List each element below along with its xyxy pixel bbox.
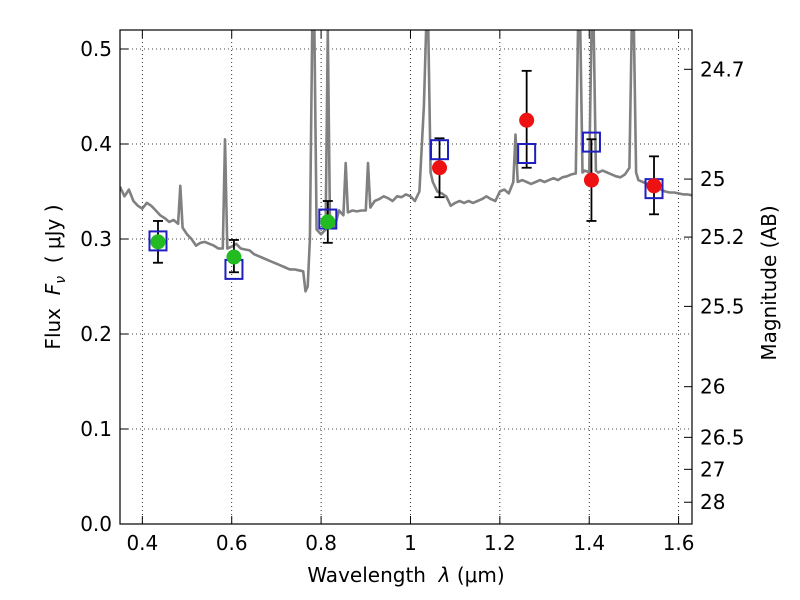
model-spectrum-layer xyxy=(120,30,692,293)
magnitude-tick-label: 25.5 xyxy=(700,294,745,318)
observed-data-point xyxy=(150,234,166,250)
model-synthetic-point xyxy=(148,230,168,252)
model-synthetic-point xyxy=(581,131,601,153)
y-tick-label: 0.2 xyxy=(80,322,112,346)
x-axis-label: Wavelength λ (μm) xyxy=(307,563,504,587)
x-tick-label: 0.4 xyxy=(126,531,158,555)
magnitude-tick-label: 28 xyxy=(700,490,725,514)
x-tick-label: 1.2 xyxy=(484,531,516,555)
x-tick-label: 1.4 xyxy=(573,531,605,555)
grid-lines xyxy=(120,30,692,525)
observed-data-point xyxy=(320,214,336,230)
y-tick-label: 0.5 xyxy=(80,37,112,61)
ticks-layer: 0.4 0.6 0.8 1 1.2 1.4 1.6 0.0 0.1 0.2 0.3 0.4 0.5 24.… xyxy=(80,30,745,555)
plot-frame xyxy=(119,29,693,525)
magnitude-tick-label: 27 xyxy=(700,457,725,481)
x-tick-label: 1.6 xyxy=(663,531,695,555)
observed-data-point xyxy=(646,178,662,194)
magnitude-tick-label: 25 xyxy=(700,167,725,191)
y-tick-label: 0.0 xyxy=(80,512,112,536)
x-axis-label-symbol: λ xyxy=(438,563,451,587)
x-tick-label: 0.8 xyxy=(305,531,337,555)
x-axis-label-suffix: (μm) xyxy=(451,563,505,587)
magnitude-axis-label: Magnitude (AB) xyxy=(757,205,781,360)
x-tick-label: 0.6 xyxy=(216,531,248,555)
model-spectrum-line xyxy=(120,30,692,293)
observed-data-point xyxy=(432,160,448,176)
model-synthetic-point xyxy=(430,139,450,161)
magnitude-tick-label: 26.5 xyxy=(700,425,745,449)
y-axis-label-symbol: F xyxy=(41,283,65,295)
magnitude-tick-label: 25.2 xyxy=(700,225,745,249)
x-tick-label: 1 xyxy=(404,531,417,555)
y-axis-label-prefix: Flux xyxy=(41,295,65,349)
y-tick-label: 0.4 xyxy=(80,132,112,156)
markers-layer xyxy=(148,112,664,280)
model-synthetic-point xyxy=(517,143,537,164)
y-axis-label-suffix: ( μJy ) xyxy=(41,204,65,276)
y-axis-label: Flux Fν ( μJy ) xyxy=(41,204,69,349)
observed-data-point xyxy=(583,172,599,188)
y-tick-label: 0.1 xyxy=(80,417,112,441)
observed-data-point xyxy=(226,249,242,265)
magnitude-tick-label: 26 xyxy=(700,375,725,399)
magnitude-tick-label: 24.7 xyxy=(700,57,745,81)
y-axis-label-subscript: ν xyxy=(53,276,69,284)
x-axis-label-prefix: Wavelength xyxy=(307,563,438,587)
observed-data-point xyxy=(519,112,535,128)
y-tick-label: 0.3 xyxy=(80,227,112,251)
